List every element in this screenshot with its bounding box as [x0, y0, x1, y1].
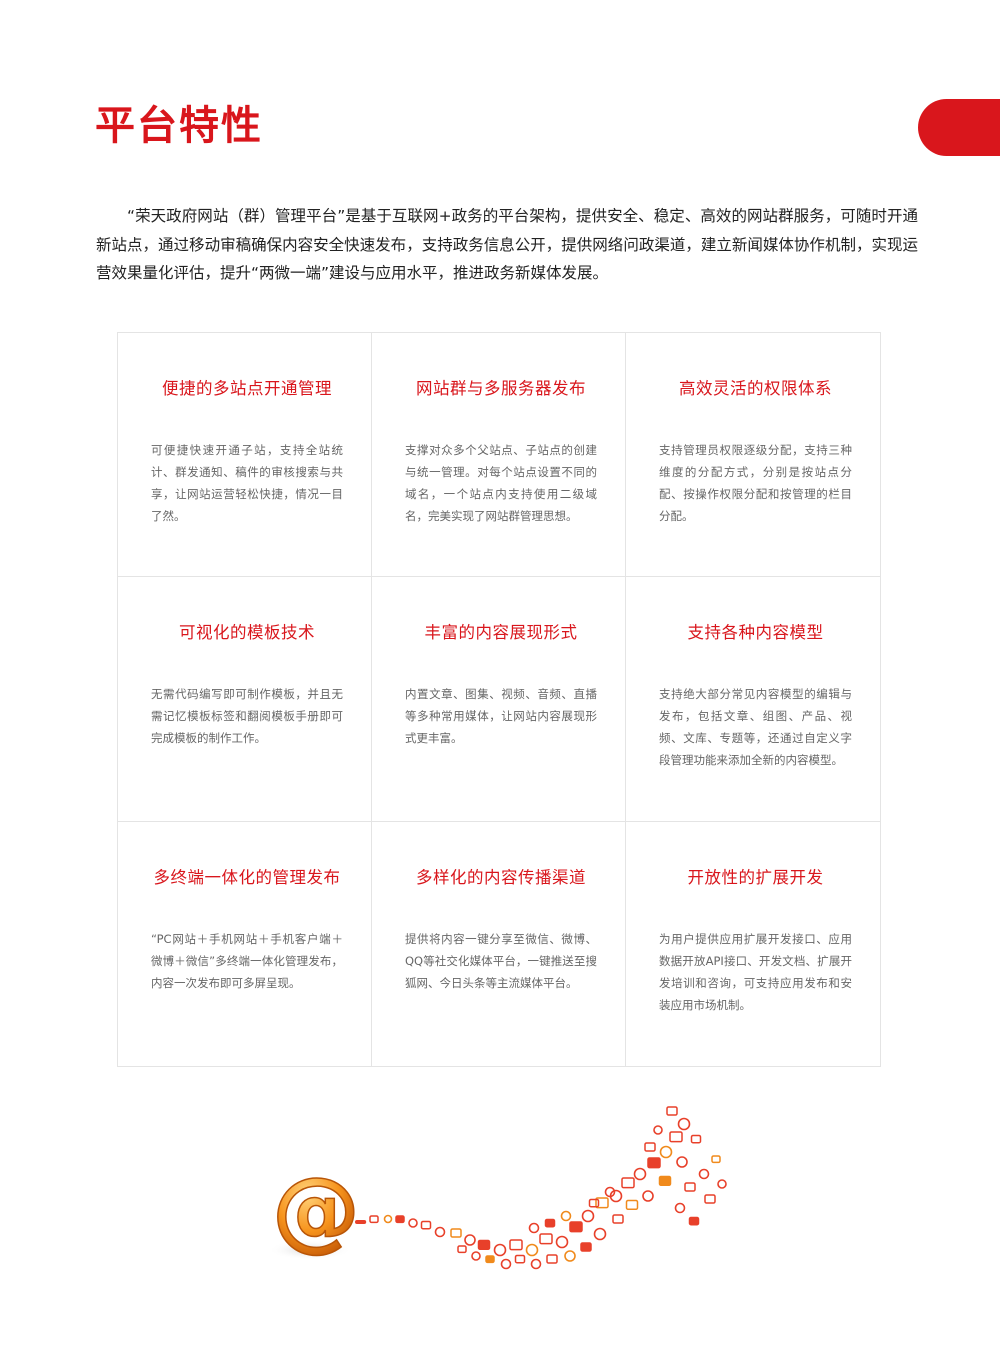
media-icon [674, 1202, 686, 1214]
media-icon [383, 1214, 393, 1224]
feature-title: 便捷的多站点开通管理 [162, 379, 332, 398]
media-icon [704, 1194, 716, 1204]
media-icon [555, 1235, 569, 1249]
media-icon [434, 1226, 446, 1238]
page-tab-marker [918, 99, 1000, 156]
intro-paragraph: “荣天政府网站（群）管理平台”是基于互联网+政务的平台架构，提供安全、稳定、高效… [96, 207, 918, 282]
media-icon [690, 1134, 702, 1144]
media-icon [539, 1233, 553, 1245]
feature-title: 丰富的内容展现形式 [424, 623, 578, 643]
media-icon [525, 1243, 539, 1257]
media-icon [642, 1190, 654, 1202]
media-icon [580, 1242, 592, 1252]
feature-title: 高效灵活的权限体系 [679, 379, 832, 398]
feature-description: 可便捷快速开通子站，支持全站统计、群发通知、稿件的审核搜索与共享，让网站运营轻松… [151, 443, 343, 523]
feature-title: 可视化的模板技术 [179, 623, 315, 643]
feature-title: 网站群与多服务器发布 [416, 379, 586, 398]
page-title: 平台特性 [95, 103, 263, 149]
media-icon [666, 1106, 678, 1116]
media-illustration: @ [268, 1100, 730, 1290]
media-icon [612, 1214, 624, 1224]
media-icon [500, 1258, 512, 1270]
at-sign-icon: @ [271, 1157, 361, 1262]
media-icon [711, 1155, 721, 1164]
feature-description: 支撑对众多个父站点、子站点的创建与统一管理。对每个站点设置不同的域名，一个站点内… [405, 443, 597, 523]
feature-title: 多样化的内容传播渠道 [416, 867, 586, 887]
media-icon [560, 1210, 572, 1222]
media-icon [676, 1156, 688, 1168]
media-icon [653, 1125, 663, 1135]
media-icon [471, 1251, 481, 1261]
media-icon [395, 1215, 405, 1224]
media-stream-illustration: @ [268, 1106, 727, 1270]
media-icon [544, 1218, 556, 1228]
feature-description: 支持管理员权限逐级分配，支持三种维度的分配方式，分别是按站点分配、按操作权限分配… [659, 443, 852, 523]
feature-card: 网站群与多服务器发布 支撑对众多个父站点、子站点的创建与统一管理。对每个站点设置… [372, 333, 626, 578]
media-icon [595, 1197, 609, 1209]
media-icon [477, 1239, 491, 1251]
media-icon [493, 1243, 507, 1257]
media-icon [450, 1228, 462, 1238]
media-icon [621, 1177, 635, 1189]
feature-card: 高效灵活的权限体系 支持管理员权限逐级分配，支持三种维度的分配方式，分别是按站点… [626, 333, 880, 578]
media-icon [684, 1182, 696, 1192]
media-icon [644, 1142, 656, 1152]
media-icon [530, 1258, 542, 1270]
media-icon [528, 1222, 540, 1234]
feature-card: 便捷的多站点开通管理 可便捷快速开通子站，支持全站统计、群发通知、稿件的审核搜索… [118, 333, 372, 578]
feature-description: 为用户提供应用扩展开发接口、应用数据开放API接口、开发文档、扩展开发培训和咨询… [659, 931, 852, 1012]
feature-card: 开放性的扩展开发 为用户提供应用扩展开发接口、应用数据开放API接口、开发文档、… [626, 822, 880, 1066]
media-icon [464, 1234, 476, 1246]
feature-card: 可视化的模板技术 无需代码编写即可制作模板，并且无需记忆模板标签和翻阅模板手册即… [118, 577, 372, 822]
media-icon [625, 1199, 639, 1211]
feature-description: 支持绝大部分常见内容模型的编辑与发布，包括文章、组图、产品、视频、文库、专题等，… [659, 687, 852, 768]
media-icon [593, 1227, 607, 1241]
media-icon [647, 1157, 661, 1169]
media-icon [669, 1131, 683, 1143]
media-icon [588, 1198, 600, 1208]
feature-title: 开放性的扩展开发 [687, 867, 824, 887]
media-icon [677, 1117, 691, 1131]
feature-card: 多样化的内容传播渠道 提供将内容一键分享至微信、微博、QQ等社交化媒体平台，一键… [372, 821, 626, 1066]
media-icon-stream [355, 1106, 727, 1270]
feature-title: 多终端一体化的管理发布 [153, 867, 341, 887]
feature-card: 支持各种内容模型 支持绝大部分常见内容模型的编辑与发布，包括文章、组图、产品、视… [626, 577, 880, 822]
media-icon [457, 1245, 467, 1254]
feature-grid: 便捷的多站点开通管理 可便捷快速开通子站，支持全站统计、群发通知、稿件的审核搜索… [117, 332, 881, 1067]
media-icon [514, 1254, 526, 1264]
media-icon [688, 1216, 700, 1226]
media-icon [509, 1239, 523, 1251]
feature-description: 无需代码编写即可制作模板，并且无需记忆模板标签和翻阅模板手册即可完成模板的制作工… [151, 687, 343, 746]
svg-text:@: @ [272, 1158, 360, 1261]
feature-description: “PC网站＋手机网站＋手机客户端＋微博＋微信”多终端一体化管理发布，内容一次发布… [151, 931, 343, 990]
media-icon [420, 1220, 432, 1230]
feature-description: 提供将内容一键分享至微信、微博、QQ等社交化媒体平台，一键推送至搜狐网、今日头条… [405, 931, 597, 990]
feature-title: 支持各种内容模型 [687, 623, 824, 643]
media-icon [564, 1250, 576, 1262]
media-icon [408, 1218, 418, 1228]
media-icon [659, 1145, 673, 1159]
media-icon [485, 1255, 495, 1264]
feature-card: 丰富的内容展现形式 内置文章、图集、视频、音频、直播等多种常用媒体，让网站内容展… [372, 577, 626, 822]
feature-description: 内置文章、图集、视频、音频、直播等多种常用媒体，让网站内容展现形式更丰富。 [405, 687, 597, 746]
media-icon [698, 1168, 710, 1180]
media-icon [604, 1186, 616, 1198]
media-icon [355, 1220, 367, 1224]
media-icon [658, 1175, 672, 1187]
media-icon [717, 1179, 727, 1189]
media-icon [369, 1215, 379, 1224]
media-icon [581, 1209, 595, 1223]
media-icon [569, 1221, 583, 1233]
media-icon [546, 1254, 558, 1264]
feature-card: 多终端一体化的管理发布 “PC网站＋手机网站＋手机客户端＋微博＋微信”多终端一体… [118, 821, 372, 1066]
media-icon [633, 1167, 647, 1181]
